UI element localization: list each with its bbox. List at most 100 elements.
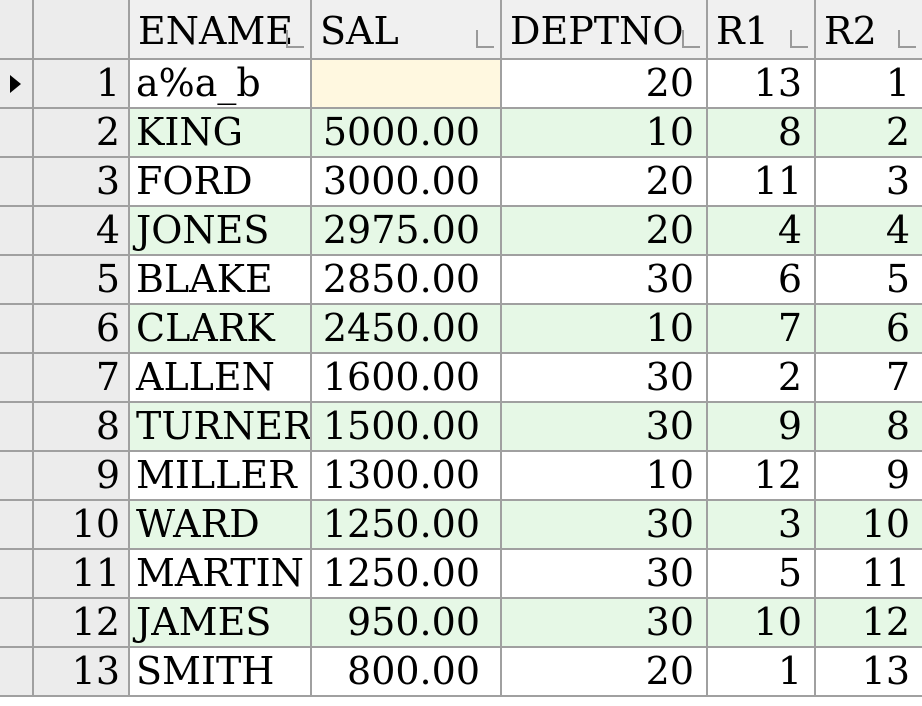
cell-sal[interactable]: 800.00: [312, 648, 502, 697]
table-row[interactable]: 1 a%a_b 20 13 1: [0, 60, 922, 109]
cell-ename[interactable]: MARTIN: [130, 550, 312, 599]
row-number[interactable]: 11: [34, 550, 130, 599]
cell-deptno[interactable]: 20: [502, 207, 708, 256]
cell-r2[interactable]: 1: [816, 60, 922, 109]
column-sort-icon[interactable]: [790, 30, 808, 48]
cell-sal[interactable]: 950.00: [312, 599, 502, 648]
cell-sal[interactable]: 1250.00: [312, 550, 502, 599]
cell-deptno[interactable]: 30: [502, 256, 708, 305]
column-header-ename[interactable]: ENAME: [130, 0, 312, 60]
cell-sal[interactable]: 2850.00: [312, 256, 502, 305]
row-indicator[interactable]: [0, 403, 34, 452]
cell-r1[interactable]: 9: [708, 403, 816, 452]
table-row[interactable]: 13 SMITH 800.00 20 1 13: [0, 648, 922, 697]
cell-r2[interactable]: 10: [816, 501, 922, 550]
table-row[interactable]: 2 KING 5000.00 10 8 2: [0, 109, 922, 158]
table-row[interactable]: 11 MARTIN 1250.00 30 5 11: [0, 550, 922, 599]
cell-ename[interactable]: a%a_b: [130, 60, 312, 109]
table-row[interactable]: 5 BLAKE 2850.00 30 6 5: [0, 256, 922, 305]
cell-ename[interactable]: ALLEN: [130, 354, 312, 403]
cell-r2[interactable]: 3: [816, 158, 922, 207]
cell-deptno[interactable]: 30: [502, 501, 708, 550]
cell-sal[interactable]: 2975.00: [312, 207, 502, 256]
cell-r2[interactable]: 4: [816, 207, 922, 256]
row-indicator[interactable]: [0, 599, 34, 648]
cell-r2[interactable]: 9: [816, 452, 922, 501]
cell-deptno[interactable]: 30: [502, 403, 708, 452]
cell-deptno[interactable]: 10: [502, 109, 708, 158]
cell-deptno[interactable]: 20: [502, 648, 708, 697]
table-row[interactable]: 10 WARD 1250.00 30 3 10: [0, 501, 922, 550]
row-number[interactable]: 13: [34, 648, 130, 697]
table-row[interactable]: 12 JAMES 950.00 30 10 12: [0, 599, 922, 648]
row-number[interactable]: 7: [34, 354, 130, 403]
cell-sal[interactable]: 1300.00: [312, 452, 502, 501]
cell-r1[interactable]: 6: [708, 256, 816, 305]
cell-r1[interactable]: 3: [708, 501, 816, 550]
cell-r1[interactable]: 10: [708, 599, 816, 648]
cell-r1[interactable]: 1: [708, 648, 816, 697]
table-row[interactable]: 4 JONES 2975.00 20 4 4: [0, 207, 922, 256]
row-number[interactable]: 9: [34, 452, 130, 501]
cell-r1[interactable]: 4: [708, 207, 816, 256]
cell-sal[interactable]: 1600.00: [312, 354, 502, 403]
cell-ename[interactable]: CLARK: [130, 305, 312, 354]
cell-deptno[interactable]: 20: [502, 158, 708, 207]
cell-sal[interactable]: 3000.00: [312, 158, 502, 207]
row-number[interactable]: 8: [34, 403, 130, 452]
table-row[interactable]: 7 ALLEN 1600.00 30 2 7: [0, 354, 922, 403]
column-sort-icon[interactable]: [898, 30, 916, 48]
column-header-r1[interactable]: R1: [708, 0, 816, 60]
row-indicator[interactable]: [0, 550, 34, 599]
row-number[interactable]: 10: [34, 501, 130, 550]
cell-sal[interactable]: 5000.00: [312, 109, 502, 158]
row-indicator[interactable]: [0, 256, 34, 305]
table-row[interactable]: 8 TURNER 1500.00 30 9 8: [0, 403, 922, 452]
cell-r2[interactable]: 8: [816, 403, 922, 452]
cell-deptno[interactable]: 30: [502, 354, 708, 403]
column-sort-icon[interactable]: [476, 30, 494, 48]
cell-r2[interactable]: 2: [816, 109, 922, 158]
column-header-deptno[interactable]: DEPTNO: [502, 0, 708, 60]
row-indicator[interactable]: [0, 109, 34, 158]
cell-ename[interactable]: BLAKE: [130, 256, 312, 305]
cell-r1[interactable]: 12: [708, 452, 816, 501]
row-indicator[interactable]: [0, 501, 34, 550]
row-indicator[interactable]: [0, 60, 34, 109]
row-number[interactable]: 3: [34, 158, 130, 207]
cell-ename[interactable]: WARD: [130, 501, 312, 550]
cell-r1[interactable]: 13: [708, 60, 816, 109]
table-row[interactable]: 6 CLARK 2450.00 10 7 6: [0, 305, 922, 354]
cell-r2[interactable]: 13: [816, 648, 922, 697]
row-indicator[interactable]: [0, 158, 34, 207]
cell-r1[interactable]: 7: [708, 305, 816, 354]
cell-sal[interactable]: [312, 60, 502, 109]
row-number[interactable]: 2: [34, 109, 130, 158]
cell-sal[interactable]: 1500.00: [312, 403, 502, 452]
row-number[interactable]: 1: [34, 60, 130, 109]
cell-deptno[interactable]: 30: [502, 550, 708, 599]
row-indicator[interactable]: [0, 452, 34, 501]
cell-ename[interactable]: JONES: [130, 207, 312, 256]
cell-r1[interactable]: 8: [708, 109, 816, 158]
cell-sal[interactable]: 2450.00: [312, 305, 502, 354]
column-sort-icon[interactable]: [286, 30, 304, 48]
cell-ename[interactable]: KING: [130, 109, 312, 158]
cell-deptno[interactable]: 30: [502, 599, 708, 648]
row-indicator[interactable]: [0, 207, 34, 256]
row-indicator[interactable]: [0, 354, 34, 403]
cell-r2[interactable]: 11: [816, 550, 922, 599]
row-number[interactable]: 6: [34, 305, 130, 354]
cell-r1[interactable]: 2: [708, 354, 816, 403]
cell-r1[interactable]: 11: [708, 158, 816, 207]
column-header-sal[interactable]: SAL: [312, 0, 502, 60]
cell-deptno[interactable]: 10: [502, 305, 708, 354]
row-indicator[interactable]: [0, 648, 34, 697]
cell-deptno[interactable]: 10: [502, 452, 708, 501]
cell-ename[interactable]: SMITH: [130, 648, 312, 697]
header-row-number[interactable]: [34, 0, 130, 60]
cell-ename[interactable]: FORD: [130, 158, 312, 207]
row-number[interactable]: 12: [34, 599, 130, 648]
table-row[interactable]: 3 FORD 3000.00 20 11 3: [0, 158, 922, 207]
column-header-r2[interactable]: R2: [816, 0, 922, 60]
